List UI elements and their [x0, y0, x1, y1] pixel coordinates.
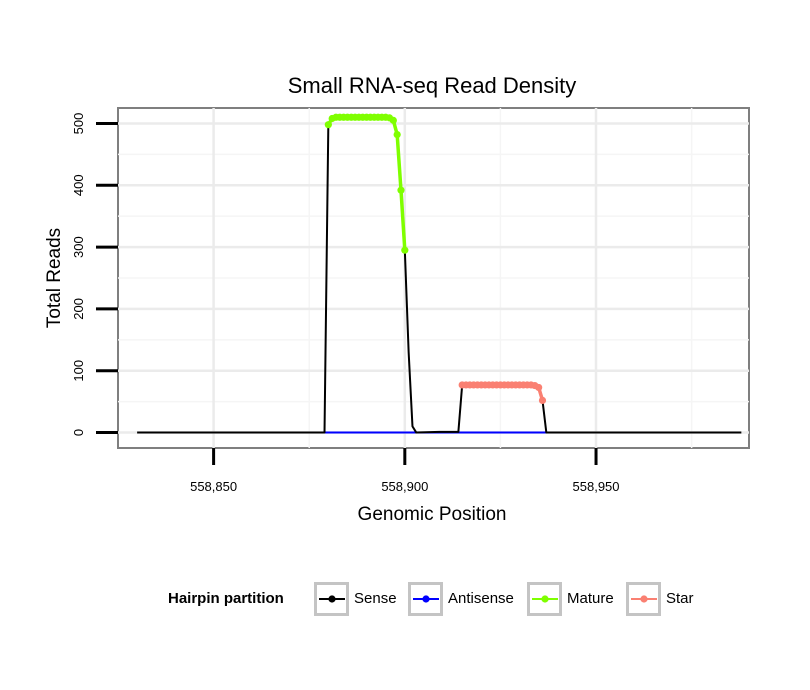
chart-title: Small RNA-seq Read Density [288, 73, 577, 98]
y-tick-label: 400 [71, 174, 86, 196]
x-tick-label: 558,900 [381, 479, 428, 494]
data-point-mature [324, 121, 332, 129]
data-point-star [535, 383, 543, 392]
y-axis-title: Total Reads [44, 228, 65, 328]
legend-key-point-star [640, 595, 648, 603]
y-tick-label: 300 [71, 236, 86, 258]
legend-label-mature: Mature [567, 590, 614, 607]
y-tick-label: 500 [71, 113, 86, 135]
legend-label-star: Star [666, 590, 694, 607]
series-layer [137, 113, 742, 434]
legend-key-point-antisense [422, 595, 430, 603]
y-tick-label: 100 [71, 360, 86, 382]
legend-title: Hairpin partition [168, 590, 284, 607]
data-point-mature [389, 116, 397, 124]
legend: Hairpin partition Sense Antisense Mature St… [168, 582, 694, 616]
x-tick-label: 558,950 [573, 479, 620, 494]
legend-label-sense: Sense [354, 590, 397, 607]
y-tick-label: 0 [71, 429, 86, 436]
x-tick-label: 558,850 [190, 479, 237, 494]
legend-label-antisense: Antisense [448, 590, 514, 607]
x-axis-title: Genomic Position [358, 504, 507, 525]
data-point-mature [393, 130, 401, 139]
data-point-star [538, 396, 547, 404]
legend-key-point-mature [541, 595, 549, 603]
data-point-mature [397, 186, 405, 194]
axes: 0 100 200 300 400 500 558,850 558,900 558,950 [71, 113, 620, 494]
data-point-mature [401, 246, 409, 254]
y-tick-label: 200 [71, 298, 86, 320]
legend-key-point-sense [328, 595, 336, 603]
